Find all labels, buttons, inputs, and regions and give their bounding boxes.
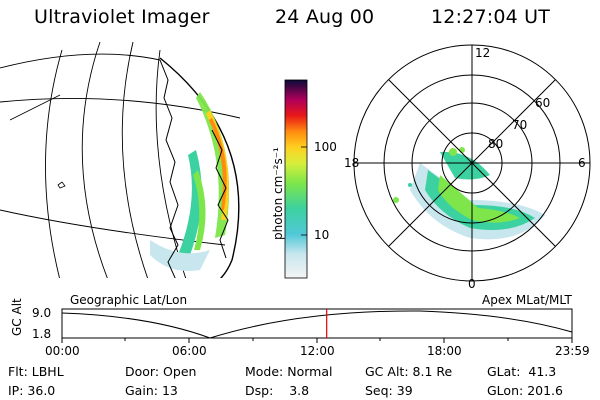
colorbar — [284, 79, 308, 279]
polar-plot — [353, 44, 591, 282]
timeline-chart — [61, 308, 573, 343]
glat-value: 41.3 — [528, 364, 557, 379]
map-gridlines — [0, 41, 241, 278]
polar-mlt-18: 18 — [344, 156, 360, 170]
polar-lat-70: 70 — [512, 118, 528, 132]
seq-field: Seq: 39 — [365, 383, 413, 398]
gcalt-label: GC Alt: — [365, 364, 409, 379]
flt-label: Flt: — [8, 364, 28, 379]
coastline — [159, 59, 179, 278]
coastline-east — [211, 129, 229, 259]
map-label-geographic: Geographic Lat/Lon — [70, 293, 188, 307]
glat-label: GLat: — [487, 364, 521, 379]
geographic-map — [0, 41, 241, 278]
polar-grid — [353, 44, 591, 282]
colorbar-tick-10: 10 — [314, 228, 330, 242]
ip-value: 36.0 — [27, 383, 56, 398]
altitude-curve — [61, 310, 573, 339]
glat-field: GLat: 41.3 — [487, 364, 556, 379]
seq-label: Seq: — [365, 383, 393, 398]
door-label: Door: — [125, 364, 160, 379]
polar-lat-60: 60 — [535, 96, 551, 110]
gain-label: Gain: — [125, 383, 158, 398]
glon-value: 201.6 — [527, 383, 563, 398]
colorbar-tick-100: 100 — [314, 140, 337, 154]
glon-label: GLon: — [487, 383, 524, 398]
gcalt-value: 8.1 Re — [412, 364, 453, 379]
dsp-label: Dsp: — [245, 383, 274, 398]
aurora-emission-map — [150, 92, 230, 271]
colorbar-unit-label: photon cm⁻²s⁻¹ — [271, 147, 285, 240]
polar-mlt-12: 12 — [475, 46, 491, 60]
dsp-field: Dsp: 3.8 — [245, 383, 309, 398]
timeline-y-label: GC Alt — [10, 298, 24, 336]
timeline-tick-2359: 23:59 — [555, 344, 590, 358]
flt-field: Flt: LBHL — [8, 364, 64, 379]
timeline-tick-1200: 12:00 — [300, 344, 335, 358]
door-value: Open — [163, 364, 197, 379]
timeline-y-min: 1.8 — [32, 327, 52, 341]
flt-value: LBHL — [31, 364, 64, 379]
timeline-y-max: 9.0 — [32, 306, 52, 320]
date-label: 24 Aug 00 — [275, 6, 375, 28]
polar-mlt-6: 6 — [578, 156, 586, 170]
seq-value: 39 — [396, 383, 413, 398]
timeline-tick-0000: 00:00 — [45, 344, 80, 358]
mode-value: Normal — [287, 364, 333, 379]
timeline-tick-0600: 06:00 — [172, 344, 207, 358]
glon-field: GLon: 201.6 — [487, 383, 563, 398]
ip-field: IP: 36.0 — [8, 383, 55, 398]
dsp-value: 3.8 — [289, 383, 310, 398]
map-label-apex: Apex MLat/MLT — [482, 293, 572, 307]
time-label: 12:27:04 UT — [431, 6, 551, 28]
gain-field: Gain: 13 — [125, 383, 178, 398]
mode-label: Mode: — [245, 364, 284, 379]
gain-value: 13 — [161, 383, 178, 398]
polar-aurora — [393, 147, 545, 240]
timeline-ticks — [61, 338, 573, 343]
gcalt-field: GC Alt: 8.1 Re — [365, 364, 452, 379]
polar-mlt-0: 0 — [468, 277, 476, 291]
timeline-tick-1800: 18:00 — [427, 344, 462, 358]
instrument-title: Ultraviolet Imager — [34, 6, 210, 28]
polar-lat-80: 80 — [488, 137, 504, 151]
ip-label: IP: — [8, 383, 24, 398]
mode-field: Mode: Normal — [245, 364, 333, 379]
door-field: Door: Open — [125, 364, 196, 379]
